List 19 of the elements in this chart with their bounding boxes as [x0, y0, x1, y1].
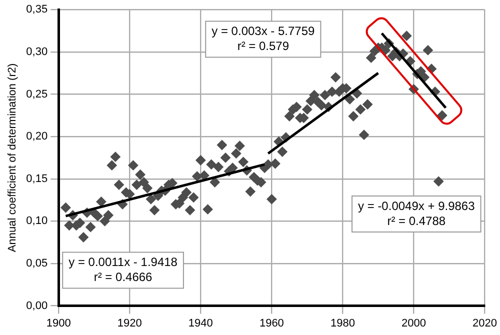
annotation: y = 0.0011x - 1.9418 r² = 0.4666	[68, 255, 178, 284]
y-tick-label: 0,20	[26, 130, 48, 143]
y-tick-label: 0,00	[26, 300, 48, 312]
annotation: y = -0.0049x + 9.9863 r² = 0.4788	[358, 198, 476, 228]
y-tick-label: 0,30	[26, 46, 48, 58]
x-tick-label: 1920	[117, 317, 142, 330]
x-tick-label: 1980	[330, 317, 355, 330]
y-tick-label: 0,10	[26, 215, 48, 228]
y-axis-title: Annual coefficient of determination (r2)	[6, 63, 19, 252]
y-tick-label: 0,05	[26, 258, 48, 270]
x-tick-label: 2000	[401, 317, 426, 330]
x-tick-label: 1960	[259, 317, 284, 330]
x-tick-label: 1900	[46, 317, 71, 330]
x-tick-label: 1940	[188, 317, 213, 330]
x-tick-label: 2020	[472, 317, 498, 330]
y-tick-label: 0,15	[26, 172, 48, 185]
y-tick-label: 0,25	[26, 88, 48, 100]
annotation: y = 0.003x - 5.7759 r² = 0.579	[212, 24, 316, 54]
y-tick-label: 0,35	[26, 4, 48, 16]
